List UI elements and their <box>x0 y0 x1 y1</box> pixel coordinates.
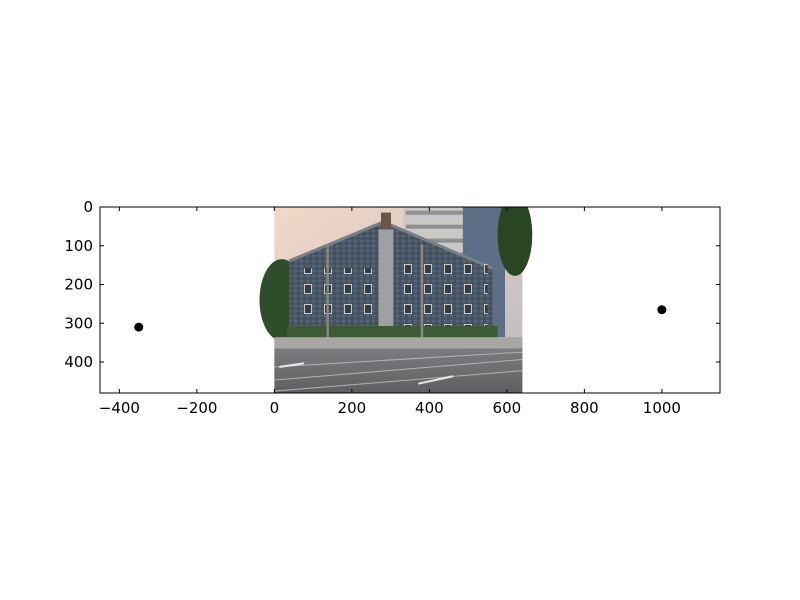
x-tick-label: 1000 <box>643 399 681 417</box>
x-tick-label: 200 <box>338 399 367 417</box>
y-tick-label: 400 <box>64 353 93 371</box>
y-tick-label: 200 <box>64 276 93 294</box>
x-tick-label: 800 <box>570 399 599 417</box>
y-tick-label: 0 <box>83 198 93 216</box>
x-tick-label: 600 <box>493 399 522 417</box>
x-tick-label: −400 <box>99 399 140 417</box>
scatter-points <box>134 305 667 332</box>
photo-building-street <box>259 207 533 393</box>
axis-ticks: −400 −200 0 200 400 600 800 1000 0 100 200 300 400 <box>64 198 720 417</box>
scatter-point-1 <box>134 322 144 332</box>
scatter-point-2 <box>657 305 667 315</box>
x-tick-label: 400 <box>415 399 444 417</box>
x-tick-label: 0 <box>270 399 280 417</box>
x-tick-label: −200 <box>176 399 217 417</box>
y-tick-label: 100 <box>64 237 93 255</box>
axes-frame <box>99 206 721 394</box>
y-tick-label: 300 <box>64 314 93 332</box>
